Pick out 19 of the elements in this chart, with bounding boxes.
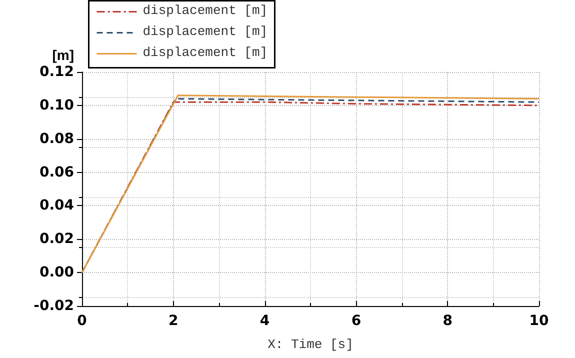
y-tick-label: 0.12	[39, 64, 74, 80]
y-tick-label: 0.08	[39, 130, 74, 147]
legend-label: displacement [m]	[142, 24, 268, 39]
x-tick-label: 2	[168, 313, 178, 329]
x-tick-label: 10	[529, 313, 549, 329]
y-tick-label: 0.02	[39, 231, 74, 248]
y-tick-label: 0.06	[39, 164, 74, 180]
y-tick-label: 0.00	[39, 264, 74, 281]
x-tick-label: 0	[77, 313, 88, 329]
y-tick-label: -0.02	[34, 298, 74, 314]
y-axis-title: [m]	[52, 47, 74, 63]
legend-label: displacement [m]	[142, 2, 268, 18]
x-tick-label: 8	[442, 313, 452, 329]
x-axis-title: X: Time [s]	[268, 337, 354, 352]
y-tick-label: 0.10	[39, 97, 74, 114]
x-tick-label: 6	[351, 313, 362, 329]
x-tick-label: 4	[260, 313, 270, 329]
legend-label: displacement [m]	[142, 44, 268, 60]
y-tick-label: 0.04	[39, 198, 74, 214]
